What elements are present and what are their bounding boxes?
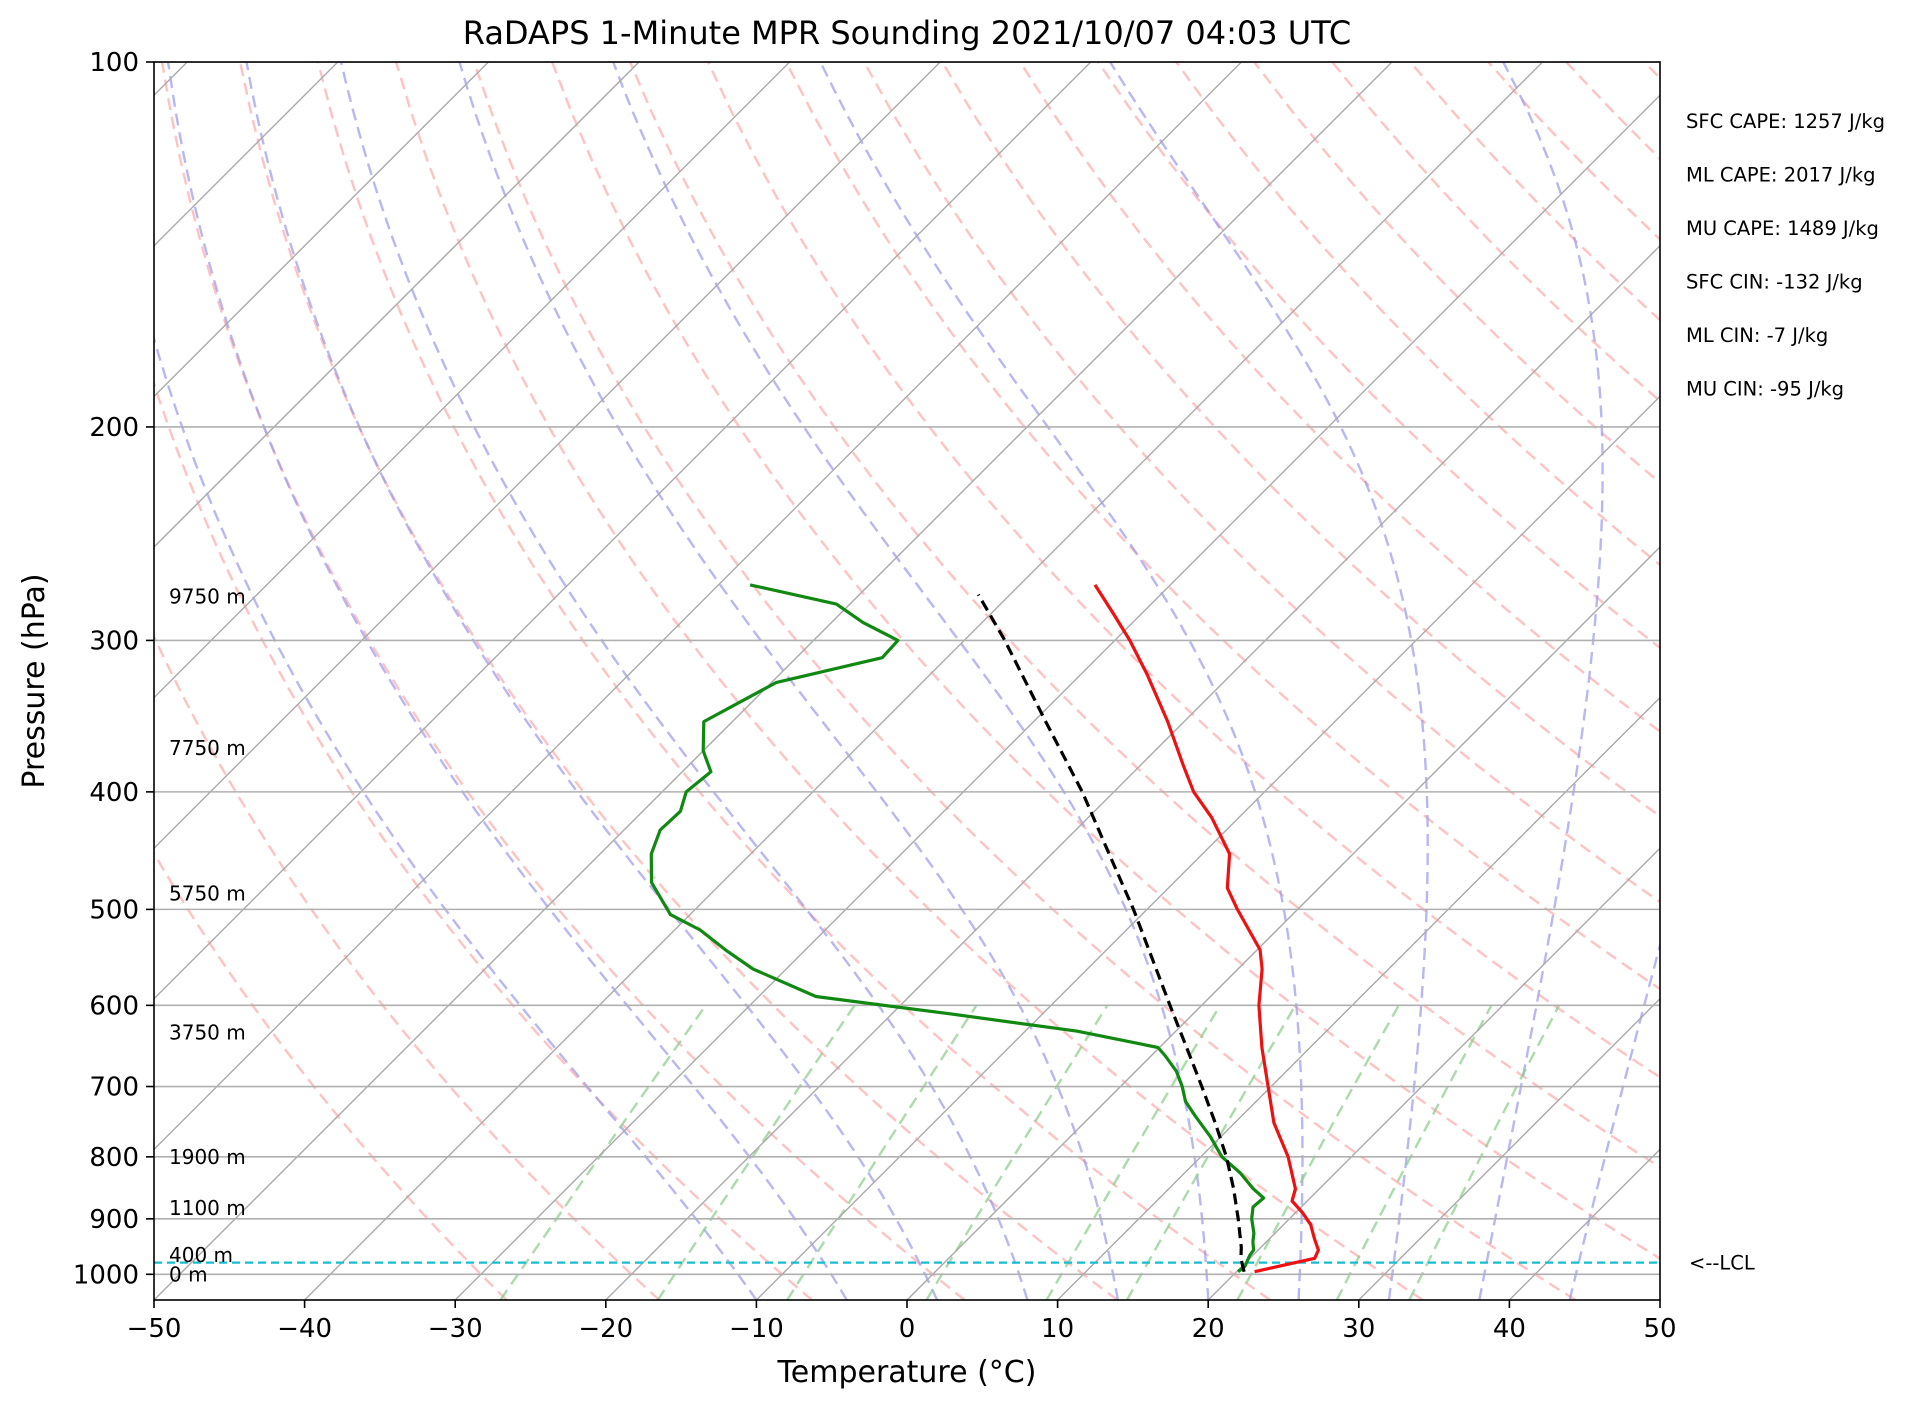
mixing-ratio-line xyxy=(1335,1004,1493,1300)
y-tick-label: 300 xyxy=(89,626,139,656)
y-tick-label: 600 xyxy=(89,991,139,1021)
moist-adiabat xyxy=(1568,940,1660,1300)
chart-title: RaDAPS 1-Minute MPR Sounding 2021/10/07 … xyxy=(463,14,1351,52)
x-tick-label: 0 xyxy=(899,1314,916,1344)
isotherm xyxy=(454,94,1660,1300)
stability-index-text: SFC CAPE: 1257 J/kg xyxy=(1686,110,1885,133)
y-tick-label: 900 xyxy=(89,1205,139,1235)
mixing-ratio-line xyxy=(1045,1004,1222,1300)
dry-adiabat xyxy=(1097,62,1660,650)
dry-adiabat xyxy=(550,62,1660,1260)
height-label: 0 m xyxy=(169,1262,208,1286)
stability-indices: SFC CAPE: 1257 J/kg ML CAPE: 2017 J/kg MU … xyxy=(1686,110,1885,401)
isotherm xyxy=(1057,696,1660,1300)
dry-adiabat xyxy=(472,62,1577,1300)
dry-adiabat xyxy=(154,633,661,1300)
y-tick-label: 1000 xyxy=(73,1260,139,1290)
x-axis-label: Temperature (°C) xyxy=(777,1355,1037,1390)
stability-index-text: ML CIN: -7 J/kg xyxy=(1686,324,1828,347)
dewpoint-profile xyxy=(649,583,1266,1273)
height-label: 1900 m xyxy=(169,1145,246,1169)
y-tick-label: 500 xyxy=(89,895,139,925)
height-label: 9750 m xyxy=(169,585,246,609)
isotherm xyxy=(906,546,1660,1300)
y-tick-label: 700 xyxy=(89,1073,139,1103)
x-tick-label: −40 xyxy=(277,1314,332,1344)
isotherm xyxy=(154,62,640,548)
dry-adiabat xyxy=(238,62,1119,1300)
height-label: 3750 m xyxy=(169,1021,246,1045)
height-label: 5750 m xyxy=(169,881,246,905)
height-label: 400 m xyxy=(169,1243,233,1267)
dry-adiabat xyxy=(1019,62,1660,734)
lcl-label: <--LCL xyxy=(1689,1252,1755,1275)
mixing-ratio-line xyxy=(925,1004,1109,1300)
mixing-ratio-line xyxy=(1236,1004,1400,1300)
isotherm xyxy=(1207,847,1660,1300)
moist-adiabat xyxy=(1109,62,1429,1300)
x-axis-ticks: −50 −40 −30 −20 −10 0 10 20 30 40 50 xyxy=(127,1300,1677,1344)
dry-adiabat xyxy=(316,62,1271,1300)
mixing-ratio-line xyxy=(1125,1004,1297,1300)
mixing-ratio-line xyxy=(1408,1004,1561,1300)
temperature-profile xyxy=(1093,584,1320,1274)
x-tick-label: 20 xyxy=(1192,1314,1225,1344)
stability-index-text: MU CIN: -95 J/kg xyxy=(1686,378,1844,401)
isotherm xyxy=(154,62,941,850)
y-tick-label: 100 xyxy=(89,48,139,78)
isotherm xyxy=(304,62,1544,1300)
sounding-profiles xyxy=(154,583,1660,1274)
dry-adiabat xyxy=(785,62,1660,991)
height-label: 1100 m xyxy=(169,1196,246,1220)
y-axis-ticks: 100 200 300 400 500 600 700 800 900 1000 xyxy=(73,48,154,1290)
y-tick-label: 800 xyxy=(89,1143,139,1173)
moist-adiabat xyxy=(339,62,1029,1300)
x-tick-label: 10 xyxy=(1041,1314,1074,1344)
y-axis-label: Pressure (hPa) xyxy=(17,573,52,788)
mixing-ratio-line xyxy=(656,1004,856,1300)
x-tick-label: 40 xyxy=(1493,1314,1526,1344)
parcel-profile xyxy=(977,593,1246,1273)
isotherm xyxy=(154,62,489,398)
x-tick-label: 30 xyxy=(1342,1314,1375,1344)
height-labels: 9750 m 7750 m 5750 m 3750 m 1900 m 1100 m 400 … xyxy=(169,585,246,1287)
moist-adiabat xyxy=(166,62,848,1300)
x-tick-label: −30 xyxy=(428,1314,483,1344)
isotherm xyxy=(755,395,1660,1300)
moist-adiabat xyxy=(154,334,758,1300)
x-tick-label: −20 xyxy=(578,1314,633,1344)
moist-adiabat xyxy=(458,62,1119,1300)
dry-adiabat xyxy=(394,62,1424,1300)
dry-adiabat xyxy=(628,62,1660,1169)
x-tick-label: 50 xyxy=(1643,1314,1676,1344)
y-tick-label: 400 xyxy=(89,778,139,808)
mixing-ratio-line xyxy=(786,1004,978,1300)
dry-adiabat xyxy=(154,379,813,1300)
isotherm xyxy=(154,62,1092,1000)
y-tick-label: 200 xyxy=(89,413,139,443)
mixing-ratio-line xyxy=(499,1004,707,1300)
background-lines xyxy=(154,62,1660,1300)
moist-adiabat xyxy=(245,62,939,1300)
moist-adiabat xyxy=(1478,62,1604,1300)
dry-adiabat xyxy=(154,850,508,1300)
isotherm xyxy=(154,62,791,699)
stability-index-text: MU CAPE: 1489 J/kg xyxy=(1686,217,1879,240)
isotherm xyxy=(154,62,1242,1151)
moist-adiabat xyxy=(612,62,1210,1300)
x-tick-label: −50 xyxy=(127,1314,182,1344)
stability-index-text: SFC CIN: -132 J/kg xyxy=(1686,271,1863,294)
isotherm xyxy=(154,62,1393,1300)
stability-index-text: ML CAPE: 2017 J/kg xyxy=(1686,164,1876,187)
height-label: 7750 m xyxy=(169,736,246,760)
x-tick-label: −10 xyxy=(729,1314,784,1344)
isotherm xyxy=(1358,997,1660,1300)
isotherm xyxy=(605,244,1660,1300)
